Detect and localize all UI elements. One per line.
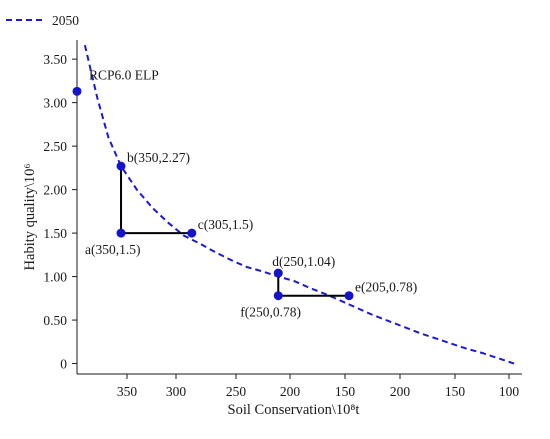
point-label: c(305,1.5) [198, 217, 253, 232]
x-tick-label: 350 [117, 384, 138, 399]
data-point [273, 268, 283, 278]
legend: 2050 [6, 13, 79, 28]
point-label: RCP6.0 ELP [89, 67, 159, 82]
data-point [72, 86, 82, 96]
point-label: e(205,0.78) [355, 280, 417, 295]
x-tick-label: 200 [280, 384, 301, 399]
data-point [187, 228, 197, 238]
y-tick-label: 2.50 [43, 139, 67, 154]
x-tick-label: 150 [335, 384, 356, 399]
legend-label: 2050 [52, 13, 79, 28]
data-point [273, 291, 283, 301]
point-label: f(250,0.78) [240, 305, 301, 320]
y-tick-label: 1.00 [43, 270, 67, 285]
y-tick-label: 2.00 [43, 183, 67, 198]
x-axis-title: Soil Conservation\10⁸t [228, 402, 360, 418]
y-axis-title: Habity quality\10⁶ [22, 164, 38, 271]
x-tick-label: 300 [166, 384, 187, 399]
data-point [116, 161, 126, 171]
data-point [116, 228, 126, 238]
x-tick-label: 250 [226, 384, 247, 399]
y-tick-label: 3.50 [43, 52, 67, 67]
y-tick-label: 0 [60, 357, 67, 372]
point-label: b(350,2.27) [127, 150, 190, 165]
point-label: d(250,1.04) [272, 254, 335, 269]
y-tick-label: 1.50 [43, 226, 67, 241]
x-tick-label: 200 [390, 384, 411, 399]
x-tick-label: 150 [445, 384, 466, 399]
plot-area: RCP6.0 ELP b(350,2.27) a(350,1.5) c(305,1.5… [72, 44, 515, 365]
y-tick-label: 3.00 [43, 96, 67, 111]
series-line-2050 [83, 44, 515, 365]
data-point [344, 291, 354, 301]
x-tick-label: 100 [499, 384, 520, 399]
y-tick-label: 0.50 [43, 313, 67, 328]
axes: 0 0.50 1.00 1.50 2.00 2.50 3.00 3.50 350 300 250 20… [43, 40, 522, 399]
point-label: a(350,1.5) [85, 242, 140, 257]
